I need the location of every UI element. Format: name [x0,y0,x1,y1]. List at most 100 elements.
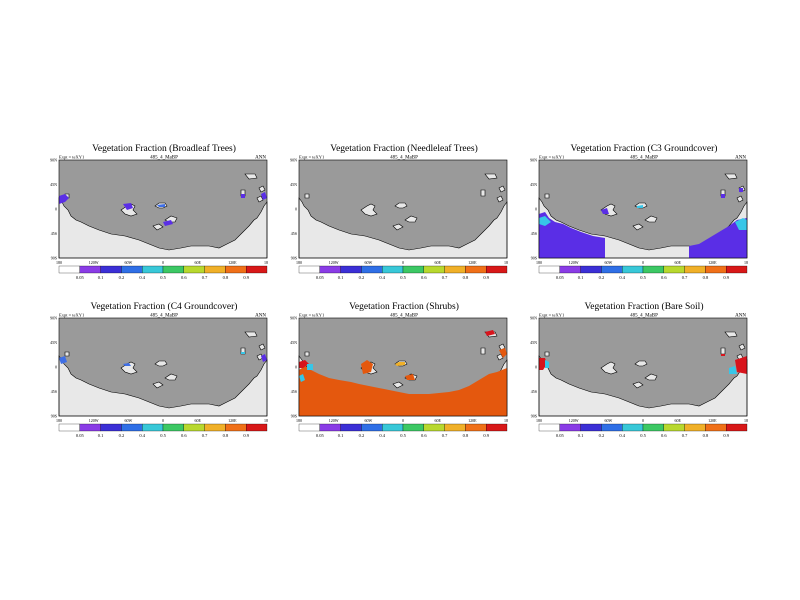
colorbar-label: 0.2 [599,275,605,280]
colorbar-swatch [402,423,424,432]
x-tick-label: 180 [296,260,302,265]
map-frame [538,159,748,259]
panel-expt-label: Expt = teXY1 [539,313,564,318]
colorbar-label: 0.5 [160,433,166,438]
colorbar-label: 0.8 [223,433,229,438]
panel-title: Vegetation Fraction (C4 Groundcover) [91,301,238,312]
colorbar-swatch [705,423,727,432]
y-tick-label: 90S [531,414,537,419]
colorbar-label: 0.6 [661,275,667,280]
colorbar-label: 0.9 [483,275,489,280]
colorbar-swatch [601,265,623,274]
colorbar-swatch [246,265,268,274]
y-tick-label: 0 [295,207,297,212]
colorbar-label: 0.9 [243,275,249,280]
map-frame [298,317,508,417]
landmass [58,355,268,417]
y-tick-label: 45S [51,389,57,394]
colorbar-swatch [382,423,404,432]
island [496,195,504,203]
map-frame [58,317,268,417]
colorbar-label: 0.9 [483,433,489,438]
colorbar-label: 0.7 [202,275,208,280]
x-tick-label: 120E [468,260,477,265]
colorbar-swatch [58,265,80,274]
y-tick-label: 90N [290,158,297,163]
colorbar-swatch [319,423,341,432]
colorbar-swatch [705,265,727,274]
colorbar-label: 0.6 [181,275,187,280]
colorbar-label: 0.4 [379,275,385,280]
colorbar-label: 0.8 [223,275,229,280]
colorbar-label: 0.2 [119,275,125,280]
island [164,373,178,381]
x-tick-label: 60W [604,418,612,423]
colorbar-swatch [162,265,184,274]
x-tick-label: 0 [642,260,644,265]
x-tick-label: 180 [504,418,508,423]
colorbar-label: 0.4 [619,275,625,280]
panel-expt-label: Expt = teXY1 [59,155,84,160]
colorbar-label: 0.9 [723,433,729,438]
island [738,343,746,351]
x-tick-label: 180 [504,260,508,265]
map-panel: Vegetation Fraction (Bare Soil) 485_4_MaB… [530,301,748,438]
colorbar-swatch [663,423,685,432]
colorbar-label: 0.4 [379,433,385,438]
colorbar-swatch [298,265,320,274]
colorbar: 0.05 0.1 0.2 0.4 0.5 0.6 0.7 0.8 0.9 [538,423,748,438]
y-tick-label: 0 [55,207,57,212]
colorbar-label: 0.8 [703,275,709,280]
x-tick-label: 0 [162,418,164,423]
colorbar-swatch [486,265,508,274]
y-tick-label: 45S [51,231,57,236]
colorbar-swatch [684,423,706,432]
colorbar-swatch [580,423,602,432]
colorbar-label: 0.2 [359,275,365,280]
colorbar-swatch [538,265,560,274]
y-tick-label: 90N [50,158,57,163]
colorbar-label: 0.8 [463,275,469,280]
island [644,373,658,381]
colorbar-label: 0.9 [243,433,249,438]
colorbar-label: 0.4 [619,433,625,438]
map-panel: Vegetation Fraction (Broadleaf Trees) 485… [50,143,268,280]
vegetation-fill [539,188,747,258]
y-tick-label: 45N [50,340,57,345]
colorbar-label: 0.2 [359,433,365,438]
y-tick-label: 90N [530,158,537,163]
x-tick-label: 120W [329,260,339,265]
colorbar-label: 0.05 [316,433,325,438]
colorbar-label: 0.7 [682,433,688,438]
x-tick-label: 120W [89,260,99,265]
x-tick-label: 60E [194,418,201,423]
island [484,173,498,180]
colorbar-swatch [204,265,226,274]
colorbar-label: 0.1 [578,433,584,438]
island [258,185,266,193]
y-tick-label: 0 [535,365,537,370]
island [360,203,378,217]
colorbar-swatch [423,265,445,274]
colorbar-label: 0.2 [599,433,605,438]
colorbar-label: 0.5 [400,275,406,280]
colorbar-swatch [465,423,487,432]
panel-title: Vegetation Fraction (Bare Soil) [585,301,704,312]
island [404,215,418,223]
colorbar-swatch [601,423,623,432]
colorbar-label: 0.5 [640,433,646,438]
colorbar-label: 0.1 [98,433,104,438]
colorbar-swatch [225,265,247,274]
colorbar-swatch [444,423,466,432]
landmass [298,197,508,259]
colorbar-swatch [684,265,706,274]
colorbar-label: 0.4 [139,275,145,280]
colorbar-swatch [225,423,247,432]
colorbar-label: 0.1 [578,275,584,280]
colorbar-swatch [79,265,101,274]
x-tick-label: 60E [434,418,441,423]
x-tick-label: 60W [124,418,132,423]
x-tick-label: 0 [162,260,164,265]
island [634,360,648,367]
y-tick-label: 90N [50,316,57,321]
